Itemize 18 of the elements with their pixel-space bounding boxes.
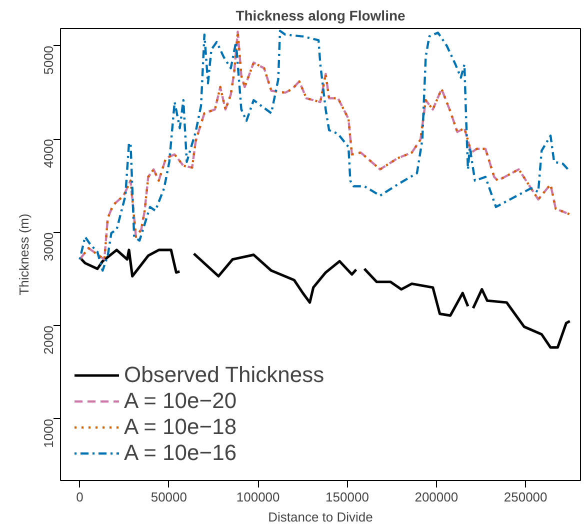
y-axis-title: Thickness (m) bbox=[16, 214, 32, 296]
legend-label: Observed Thickness bbox=[124, 362, 324, 388]
y-tick-label: 1000 bbox=[41, 418, 56, 448]
x-tick-label: 150000 bbox=[326, 490, 369, 504]
chart-title: Thickness along Flowline bbox=[236, 8, 406, 24]
x-tick-label: 200000 bbox=[414, 490, 458, 504]
legend-label: A = 10e−18 bbox=[124, 414, 237, 440]
x-tick-label: 100000 bbox=[236, 490, 280, 504]
x-tick-label: 50000 bbox=[150, 490, 188, 504]
y-tick-label: 2000 bbox=[41, 326, 56, 355]
y-tick-label: 3000 bbox=[41, 232, 56, 262]
x-tick-label: 250000 bbox=[504, 490, 548, 504]
legend-label: A = 10e−20 bbox=[124, 388, 237, 414]
x-tick-label: 0 bbox=[76, 490, 84, 504]
legend-label: A = 10e−16 bbox=[124, 440, 237, 466]
x-axis-title: Distance to Divide bbox=[268, 510, 373, 524]
y-tick-label: 5000 bbox=[41, 46, 56, 75]
y-tick-label: 4000 bbox=[41, 139, 56, 168]
